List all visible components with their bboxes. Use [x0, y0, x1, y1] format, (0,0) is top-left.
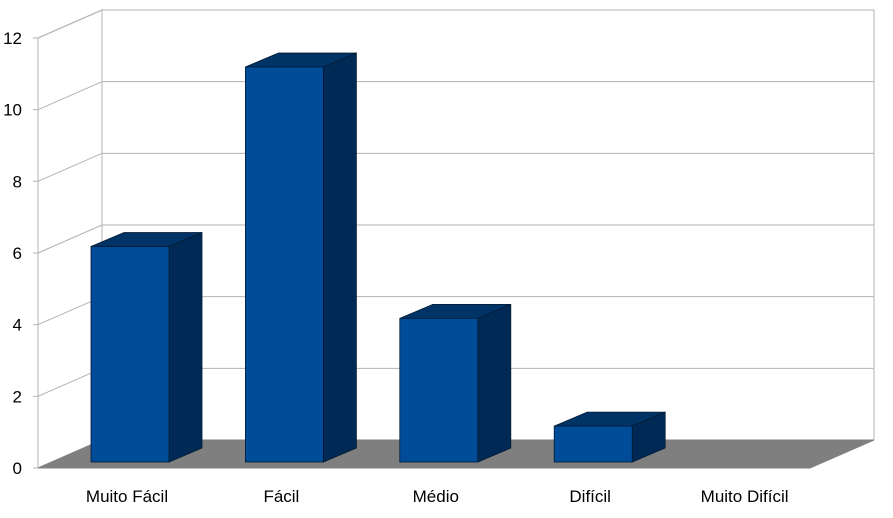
y-tick-label-0: 0 — [13, 459, 22, 478]
bar-front-0 — [90, 246, 170, 463]
side-gridline-6 — [37, 224, 103, 254]
bar-front-1 — [244, 66, 324, 463]
side-gridline-12 — [37, 9, 103, 39]
bar-side-1 — [322, 52, 357, 463]
bar-1 — [244, 52, 357, 463]
bar-0 — [90, 231, 203, 463]
bar-front-3 — [553, 425, 633, 463]
side-gridline-10 — [37, 81, 103, 111]
y-tick-label-12: 12 — [3, 29, 22, 48]
bar-side-0 — [168, 231, 203, 463]
gridlines — [37, 9, 874, 469]
y-tick-label-6: 6 — [13, 244, 22, 263]
y-axis-ticks: 0 2 4 6 8 10 12 — [3, 29, 39, 478]
x-category-label-2: Médio — [413, 487, 459, 506]
bar-2 — [399, 303, 512, 463]
bars — [90, 52, 666, 463]
y-tick-label-4: 4 — [13, 316, 22, 335]
x-category-label-4: Muito Difícil — [701, 487, 789, 506]
y-tick-label-8: 8 — [13, 172, 22, 191]
x-category-label-1: Fácil — [263, 487, 299, 506]
y-tick-label-10: 10 — [3, 101, 22, 120]
bar-front-2 — [399, 317, 479, 463]
x-category-label-3: Difícil — [569, 487, 611, 506]
x-category-label-0: Muito Fácil — [86, 487, 168, 506]
side-gridline-8 — [37, 152, 103, 182]
bar-side-2 — [477, 303, 512, 463]
x-axis-labels: Muito Fácil Fácil Médio Difícil Muito Difíci… — [86, 487, 789, 506]
y-tick-label-2: 2 — [13, 387, 22, 406]
bar-3 — [553, 411, 666, 463]
